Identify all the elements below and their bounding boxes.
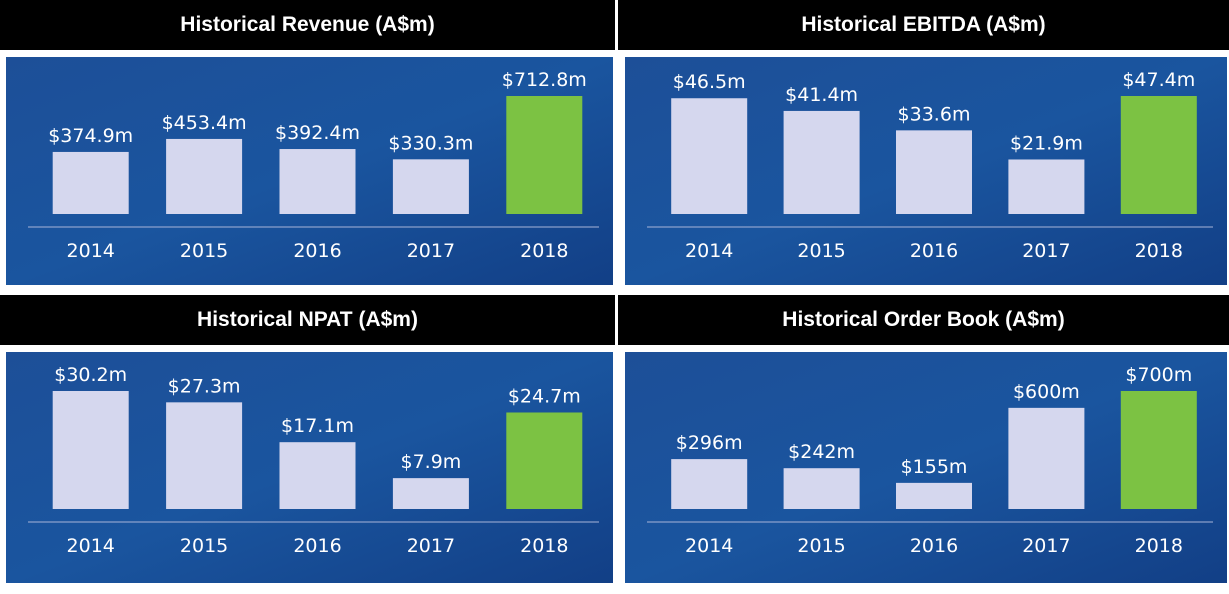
x-tick-label: 2015 (797, 240, 845, 262)
x-tick-label: 2016 (293, 535, 341, 557)
value-label: $41.4m (785, 84, 858, 106)
chart: $30.2m 2014 $27.3m 2015 $17.1m 2016 $7.9m 2017 $… (6, 352, 613, 583)
bar (52, 151, 129, 214)
value-label: $30.2m (54, 364, 127, 386)
value-label: $24.7m (508, 385, 581, 407)
value-label: $17.1m (281, 415, 354, 437)
bar (166, 402, 243, 509)
bar (1120, 391, 1197, 509)
value-label: $242m (788, 441, 855, 463)
x-tick-label: 2016 (910, 240, 958, 262)
x-tick-label: 2017 (1022, 535, 1070, 557)
bar (1008, 407, 1085, 509)
x-tick-label: 2014 (67, 535, 115, 557)
bar (671, 98, 748, 214)
x-tick-label: 2014 (685, 535, 733, 557)
bar (166, 138, 243, 214)
x-tick-label: 2017 (407, 535, 455, 557)
value-label: $155m (901, 456, 968, 478)
value-label: $46.5m (673, 71, 746, 93)
bar (783, 110, 860, 214)
chart-title: Historical Revenue (A$m) (0, 0, 615, 50)
value-label: $21.9m (1010, 132, 1083, 154)
value-label: $33.6m (898, 103, 971, 125)
bar (279, 149, 356, 214)
value-label: $712.8m (502, 69, 587, 91)
bar (392, 159, 469, 214)
chart-title: Historical NPAT (A$m) (0, 295, 615, 345)
bar (506, 412, 583, 509)
value-label: $392.4m (275, 122, 360, 144)
chart-title: Historical EBITDA (A$m) (618, 0, 1229, 50)
bar (783, 468, 860, 509)
value-label: $453.4m (162, 112, 247, 134)
bar (279, 442, 356, 509)
x-tick-label: 2017 (407, 240, 455, 262)
x-tick-label: 2018 (1135, 240, 1183, 262)
x-tick-label: 2018 (520, 240, 568, 262)
bar (896, 130, 972, 214)
value-label: $27.3m (168, 375, 241, 397)
bar (896, 482, 972, 509)
value-label: $374.9m (48, 125, 133, 147)
x-tick-label: 2016 (910, 535, 958, 557)
x-tick-label: 2014 (67, 240, 115, 262)
bar (1120, 96, 1197, 214)
bar (52, 391, 129, 509)
chart: $374.9m 2014 $453.4m 2015 $392.4m 2016 $330.3m… (6, 57, 613, 285)
bar (506, 96, 583, 214)
x-tick-label: 2015 (180, 535, 228, 557)
x-tick-label: 2018 (1135, 535, 1183, 557)
value-label: $700m (1125, 364, 1192, 386)
x-tick-label: 2014 (685, 240, 733, 262)
x-tick-label: 2015 (180, 240, 228, 262)
chart-title: Historical Order Book (A$m) (618, 295, 1229, 345)
value-label: $296m (676, 432, 743, 454)
bar (1008, 159, 1085, 214)
x-tick-label: 2017 (1022, 240, 1070, 262)
bar (671, 459, 748, 509)
value-label: $600m (1013, 381, 1080, 403)
chart: $46.5m 2014 $41.4m 2015 $33.6m 2016 $21.9m 2017… (625, 57, 1227, 285)
chart: $296m 2014 $242m 2015 $155m 2016 $600m 2017 $700… (625, 352, 1227, 583)
value-label: $7.9m (400, 451, 461, 473)
value-label: $47.4m (1122, 69, 1195, 91)
x-tick-label: 2016 (293, 240, 341, 262)
x-tick-label: 2018 (520, 535, 568, 557)
bar (392, 478, 469, 509)
value-label: $330.3m (388, 132, 473, 154)
x-tick-label: 2015 (797, 535, 845, 557)
